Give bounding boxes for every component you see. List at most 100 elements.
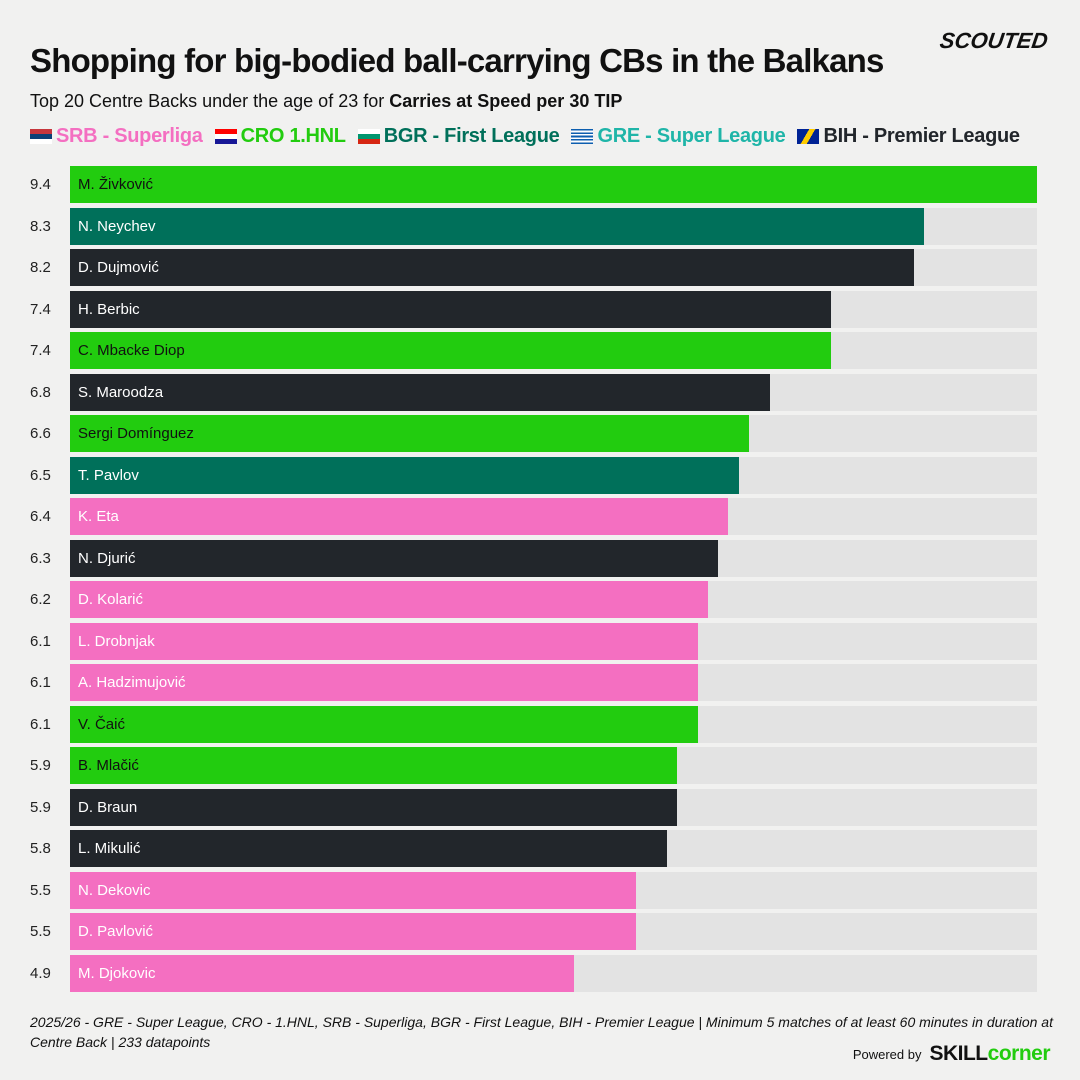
player-name: D. Braun [78,798,138,816]
value-label: 8.3 [30,217,51,235]
bar-track: N. Neychev [70,207,1037,245]
subtitle-metric: Carries at Speed per 30 TIP [389,91,623,111]
legend-label: BGR - First League [383,125,560,147]
subtitle-text: Top 20 Centre Backs under the age of 23 … [30,91,390,111]
legend-item-srb: SRB - Superliga [30,125,203,148]
player-name: T. Pavlov [78,466,139,484]
bar-row: 6.2 D. Kolarić [0,581,1080,618]
legend-item-bih: BIH - Premier League [797,125,1020,148]
bar [70,871,636,909]
bar-track: K. Eta [70,498,1037,535]
bar-track: H. Berbic [70,290,1037,328]
player-name: N. Neychev [78,217,156,235]
player-name: D. Dujmović [78,259,159,276]
player-name: S. Maroodza [78,383,164,401]
player-name: D. Kolarić [78,591,144,608]
player-name: L. Drobnjak [78,632,155,650]
legend-item-gre: GRE - Super League [571,125,786,148]
bar [70,332,832,369]
bar-row: 6.5 T. Pavlov [0,456,1080,494]
bar-track: N. Dekovic [70,871,1037,909]
bulgaria-flag-icon [357,129,380,144]
bar-track: D. Kolarić [70,581,1037,618]
player-name: K. Eta [78,508,119,525]
player-name: M. Djokovic [78,964,156,982]
player-name: V. Čaić [78,715,125,733]
value-label: 5.9 [30,798,51,816]
value-label: 5.5 [30,923,51,940]
value-label: 6.3 [30,549,51,567]
bar-row: 6.8 S. Maroodza [0,373,1080,411]
bar-row: 5.5 N. Dekovic [0,871,1080,909]
bar-track: L. Drobnjak [70,622,1037,660]
bar-row: 6.3 N. Djurić [0,539,1080,577]
bar-track: Sergi Domínguez [70,415,1037,452]
bar-row: 8.2 D. Dujmović [0,249,1080,286]
bar [70,539,719,577]
value-label: 4.9 [30,964,51,982]
chart-subtitle: Top 20 Centre Backs under the age of 23 … [30,91,622,112]
legend-label: GRE - Super League [597,125,786,147]
bar-row: 5.5 D. Pavlović [0,913,1080,950]
bar-row: 5.9 D. Braun [0,788,1080,826]
bar [70,954,575,992]
player-name: M. Živković [78,176,153,193]
scouted-logo: SCOUTED [938,28,1050,53]
value-label: 5.8 [30,840,51,857]
value-label: 8.2 [30,259,51,276]
bar-row: 7.4 C. Mbacke Diop [0,332,1080,369]
skillcorner-logo: SKILLcorner [929,1042,1050,1066]
bar [70,415,749,452]
powered-by: Powered by SKILLcorner [852,1042,1051,1066]
bar [70,788,677,826]
bar-track: L. Mikulić [70,830,1037,867]
bar-row: 5.9 B. Mlačić [0,747,1080,784]
legend: SRB - Superliga CRO 1.HNL BGR - First Leag… [30,125,1020,148]
bar-row: 6.1 L. Drobnjak [0,622,1080,660]
bar-track: B. Mlačić [70,747,1037,784]
chart-title: Shopping for big-bodied ball-carrying CB… [30,42,884,79]
bar-track: D. Pavlović [70,913,1037,950]
bar [70,664,698,701]
player-name: N. Dekovic [78,881,151,899]
footnote: 2025/26 - GRE - Super League, CRO - 1.HN… [30,1014,1053,1050]
bar [70,249,914,286]
bar-row: 6.6 Sergi Domínguez [0,415,1080,452]
value-label: 7.4 [30,342,51,359]
player-name: H. Berbic [78,300,140,318]
bar-row: 7.4 H. Berbic [0,290,1080,328]
value-label: 5.5 [30,881,51,899]
bar-track: D. Braun [70,788,1037,826]
bar-track: S. Maroodza [70,373,1037,411]
player-name: D. Pavlović [78,923,154,940]
bar [70,830,667,867]
croatia-flag-icon [214,129,237,144]
player-name: C. Mbacke Diop [78,342,185,359]
bar [70,290,832,328]
bar-row: 6.1 A. Hadzimujović [0,664,1080,701]
skillcorner-logo-b: corner [987,1042,1051,1065]
bar [70,622,698,660]
bar-row: 4.9 M. Djokovic [0,954,1080,992]
player-name: L. Mikulić [78,840,141,857]
bar-row: 5.8 L. Mikulić [0,830,1080,867]
legend-label: BIH - Premier League [823,125,1020,147]
bar-track: C. Mbacke Diop [70,332,1037,369]
bar-track: M. Živković [70,166,1037,203]
bar [70,581,708,618]
legend-item-bgr: BGR - First League [357,125,560,148]
bar [70,498,729,535]
legend-label: CRO 1.HNL [240,125,346,147]
bar-row: 8.3 N. Neychev [0,207,1080,245]
bar [70,705,698,743]
serbia-flag-icon [30,129,52,144]
value-label: 6.2 [30,591,51,608]
powered-by-text: Powered by [852,1046,922,1062]
bar-row: 6.1 V. Čaić [0,705,1080,743]
player-name: B. Mlačić [78,757,139,774]
bar-row: 9.4 M. Živković [0,166,1080,203]
skillcorner-logo-a: SKILL [929,1042,988,1065]
bar-row: 6.4 K. Eta [0,498,1080,535]
greece-flag-icon [571,129,594,144]
value-label: 9.4 [30,176,51,193]
